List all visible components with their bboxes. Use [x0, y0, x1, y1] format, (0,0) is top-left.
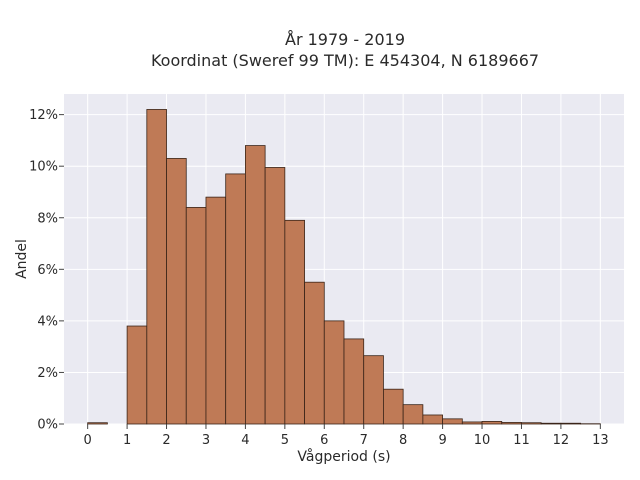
y-axis-ticks: 0% 2% 4% 6% 8% 10% 12% — [29, 108, 64, 433]
histogram-bar — [560, 422, 582, 425]
histogram-bar — [422, 414, 443, 425]
x-tick-label: 11 — [513, 433, 530, 448]
histogram-bar — [521, 422, 542, 425]
histogram-bar — [461, 421, 483, 425]
x-tick-label: 2 — [162, 433, 170, 448]
chart-title-line2: Koordinat (Sweref 99 TM): E 454304, N 61… — [151, 51, 539, 70]
y-tick-label: 10% — [29, 160, 58, 175]
histogram-bar — [442, 418, 463, 425]
y-axis-label: Andel — [14, 239, 30, 279]
histogram-bar — [481, 421, 503, 425]
histogram-bar — [540, 422, 562, 425]
y-tick-label: 4% — [37, 314, 58, 329]
x-axis-ticks: 0 1 2 3 4 5 6 7 8 9 10 11 12 13 — [84, 424, 609, 448]
histogram-bar — [501, 422, 522, 425]
histogram-bar — [383, 388, 404, 425]
histogram-bar — [146, 109, 167, 425]
histogram-bar — [304, 281, 325, 425]
histogram-bar — [343, 338, 365, 425]
x-axis-label: Vågperiod (s) — [297, 448, 390, 465]
histogram-bar — [323, 320, 345, 425]
x-tick-label: 4 — [241, 433, 249, 448]
y-tick-label: 12% — [29, 108, 58, 123]
histogram-bar — [126, 325, 148, 425]
x-tick-label: 5 — [281, 433, 289, 448]
x-tick-label: 1 — [123, 433, 131, 448]
x-tick-label: 12 — [553, 433, 570, 448]
histogram-bar — [363, 355, 384, 425]
histogram-bar — [87, 422, 108, 425]
histogram-bar — [225, 173, 246, 425]
x-tick-label: 3 — [202, 433, 210, 448]
x-tick-label: 7 — [360, 433, 368, 448]
histogram-bar — [402, 404, 424, 425]
x-tick-label: 0 — [84, 433, 92, 448]
x-tick-label: 6 — [320, 433, 328, 448]
histogram-bar — [245, 145, 266, 425]
histogram-bar — [205, 196, 227, 425]
histogram-bar — [185, 207, 207, 425]
histogram-bar — [166, 158, 187, 425]
x-tick-label: 9 — [438, 433, 446, 448]
x-tick-label: 10 — [474, 433, 491, 448]
y-tick-label: 0% — [37, 418, 58, 433]
y-tick-label: 8% — [37, 211, 58, 226]
chart-title-line1: År 1979 - 2019 — [285, 30, 405, 49]
y-tick-label: 6% — [37, 263, 58, 278]
x-tick-label: 13 — [592, 433, 609, 448]
x-tick-label: 8 — [399, 433, 407, 448]
bars — [87, 109, 601, 425]
y-tick-label: 2% — [37, 366, 58, 381]
histogram-bar — [264, 167, 286, 425]
histogram-bar — [284, 219, 305, 425]
